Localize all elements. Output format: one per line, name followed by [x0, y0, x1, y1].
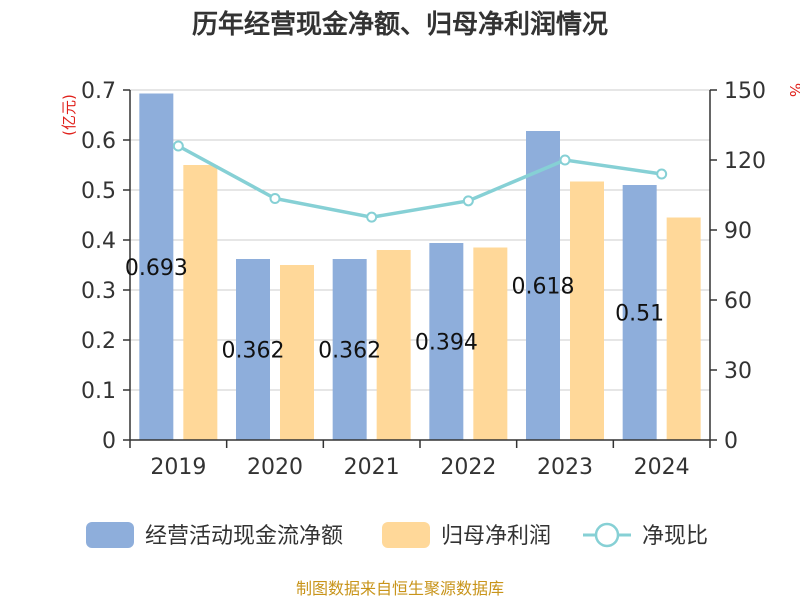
profit-bar: [280, 265, 314, 440]
bar-data-label: 0.394: [415, 331, 478, 356]
right-tick-label: 60: [724, 289, 752, 314]
ratio-line-path: [177, 144, 662, 219]
data-labels: 0.693 0.362 0.362 0.394 0.618 0.51: [125, 256, 664, 364]
left-tick-label: 0.4: [81, 229, 116, 254]
bar-data-label: 0.693: [125, 256, 188, 281]
bars: [139, 93, 701, 440]
ratio-point: [559, 154, 571, 166]
axes: 0 0.1 0.2 0.3 0.4 0.5 0.6 0.7 0 30 60 90 120 150 2019 2…: [81, 79, 766, 480]
left-tick-label: 0.7: [81, 79, 116, 104]
left-tick-label: 0.2: [81, 329, 116, 354]
legend-swatch-cashflow: [86, 522, 134, 548]
ratio-point: [172, 140, 184, 152]
ratio-line: [172, 140, 668, 223]
left-tick-label: 0.5: [81, 179, 116, 204]
left-tick-label: 0.1: [81, 379, 116, 404]
profit-bar: [183, 165, 218, 440]
bar-data-label: 0.51: [615, 302, 664, 327]
x-tick-label: 2020: [247, 455, 303, 480]
legend-label-cashflow: 经营活动现金流净额: [145, 524, 343, 549]
grid: [130, 89, 710, 441]
right-tick-label: 150: [724, 79, 766, 104]
cashflow-bar: [139, 93, 174, 440]
ratio-point: [269, 193, 281, 204]
cashflow-bar: [236, 259, 270, 440]
right-tick-label: 30: [724, 359, 752, 384]
right-tick-label: 0: [724, 429, 738, 454]
cashflow-bar: [429, 243, 464, 440]
cashflow-bar: [332, 259, 367, 440]
bar-data-label: 0.362: [222, 339, 285, 364]
chart-title: 历年经营现金净额、归母净利润情况: [192, 9, 608, 40]
ratio-point: [366, 211, 378, 223]
x-tick-label: 2019: [150, 455, 206, 480]
x-tick-label: 2024: [634, 455, 690, 480]
left-tick-label: 0: [102, 429, 116, 454]
profit-bar: [473, 247, 508, 440]
profit-bar: [376, 250, 411, 440]
left-axis-unit: (亿元): [60, 94, 78, 136]
profit-bar: [570, 181, 604, 440]
source-note: 制图数据来自恒生聚源数据库: [296, 579, 504, 598]
profit-bar: [666, 217, 701, 440]
cashflow-bar: [622, 185, 657, 440]
ratio-point: [462, 195, 474, 207]
bar-data-label: 0.362: [318, 339, 381, 364]
x-tick-label: 2021: [344, 455, 400, 480]
right-axis-unit: %: [786, 83, 800, 97]
x-tick-label: 2022: [440, 455, 496, 480]
cashflow-bar: [526, 131, 560, 440]
left-tick-label: 0.6: [81, 129, 116, 154]
right-tick-label: 120: [724, 149, 766, 174]
legend-label-ratio: 净现比: [642, 524, 708, 549]
legend-swatch-ratio-marker: [594, 522, 620, 548]
bar-data-label: 0.618: [512, 275, 575, 300]
left-tick-label: 0.3: [81, 279, 116, 304]
ratio-point: [656, 168, 668, 180]
legend: 经营活动现金流净额 归母净利润 净现比: [86, 522, 708, 549]
legend-label-profit: 归母净利润: [441, 524, 551, 549]
x-tick-label: 2023: [537, 455, 593, 480]
right-tick-label: 90: [724, 219, 752, 244]
legend-swatch-profit: [382, 522, 430, 548]
